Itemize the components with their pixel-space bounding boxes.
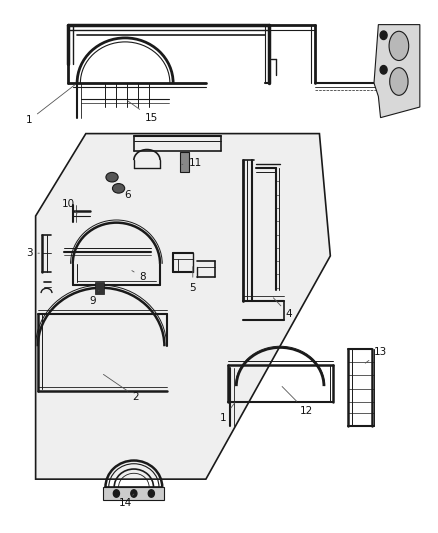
Text: 3: 3 <box>26 248 39 258</box>
Polygon shape <box>35 134 330 479</box>
Text: 9: 9 <box>89 290 99 306</box>
Circle shape <box>380 31 387 39</box>
Circle shape <box>131 490 137 497</box>
Text: 1: 1 <box>220 403 235 423</box>
Text: 6: 6 <box>119 188 131 200</box>
FancyBboxPatch shape <box>180 152 189 172</box>
Circle shape <box>148 490 154 497</box>
Polygon shape <box>374 25 420 118</box>
Text: 14: 14 <box>119 494 134 508</box>
Circle shape <box>380 66 387 74</box>
Ellipse shape <box>390 68 408 95</box>
Text: 10: 10 <box>62 199 77 213</box>
Text: 1: 1 <box>26 85 75 125</box>
Text: 8: 8 <box>132 271 146 282</box>
FancyBboxPatch shape <box>95 282 104 294</box>
Text: 11: 11 <box>182 158 201 168</box>
Text: 5: 5 <box>190 266 196 293</box>
Circle shape <box>113 490 120 497</box>
Text: 2: 2 <box>103 374 139 402</box>
Text: 15: 15 <box>127 101 158 123</box>
Ellipse shape <box>113 183 125 193</box>
Text: 13: 13 <box>365 346 387 363</box>
Ellipse shape <box>106 172 118 182</box>
FancyBboxPatch shape <box>103 487 164 500</box>
Ellipse shape <box>389 31 409 61</box>
Text: 4: 4 <box>273 298 292 319</box>
Text: 12: 12 <box>282 386 313 416</box>
